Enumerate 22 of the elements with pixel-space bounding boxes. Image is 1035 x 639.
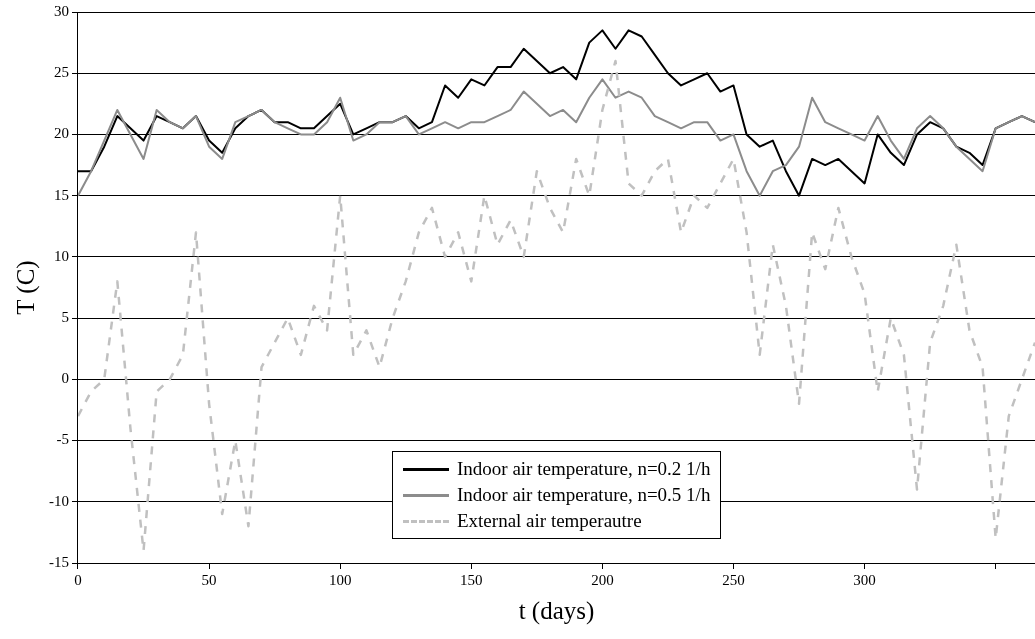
y-tick-label: 30	[54, 2, 69, 19]
x-tick-label: 200	[591, 571, 614, 588]
y-tick-label: 20	[54, 125, 69, 142]
legend-label: Indoor air temperature, n=0.2 1/h	[456, 457, 711, 481]
x-tick-label: 0	[74, 571, 82, 588]
y-tick-label: 25	[54, 64, 69, 81]
x-tick-label: 150	[460, 571, 483, 588]
y-tick-label: -5	[56, 431, 69, 448]
legend-label: External air temperautre	[456, 509, 642, 533]
x-axis-title: t (days)	[518, 596, 595, 625]
y-tick-label: 15	[54, 186, 69, 203]
y-tick-label: -15	[49, 553, 69, 570]
y-tick-label: -10	[49, 492, 69, 509]
x-tick-label: 250	[722, 571, 745, 588]
legend-label: Indoor air temperature, n=0.5 1/h	[456, 483, 711, 507]
x-tick-label: 100	[328, 571, 352, 588]
y-tick-label: 10	[54, 247, 69, 264]
y-tick-label: 0	[61, 370, 69, 387]
y-axis-title: T (C)	[11, 260, 40, 315]
y-tick-label: 5	[61, 309, 69, 326]
x-tick-label: 300	[853, 571, 876, 588]
x-tick-label: 50	[201, 571, 217, 588]
